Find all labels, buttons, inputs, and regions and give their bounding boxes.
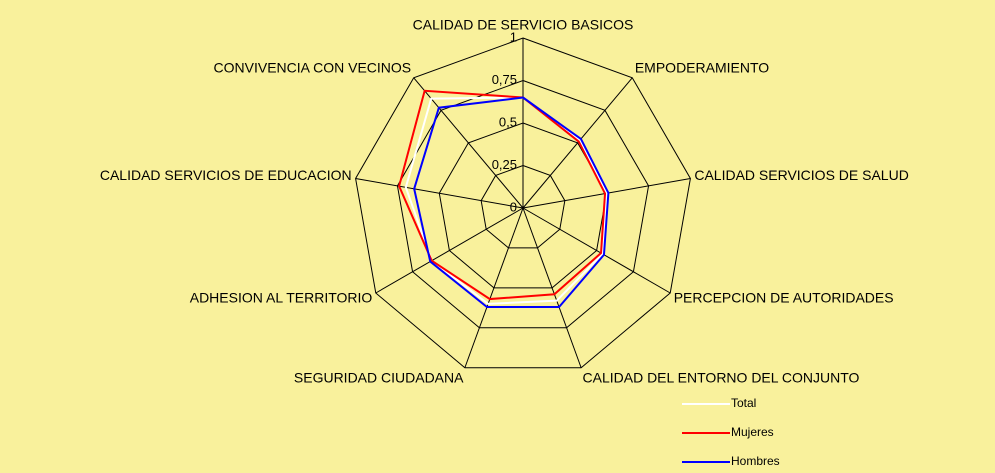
spoke [522,207,582,368]
y-tick-label: 1 [510,29,517,44]
category-label: CONVIVENCIA CON VECINOS [214,59,412,75]
y-tick-label: 0,5 [499,114,517,129]
spoke [522,77,633,209]
category-label: CALIDAD DE SERVICIO BASICOS [413,17,634,33]
category-label: ADHESION AL TERRITORIO [190,290,373,306]
grid-ring [396,79,650,329]
grid-ring [355,37,691,369]
series-line [398,89,607,301]
category-label: CALIDAD DEL ENTORNO DEL CONJUNTO [583,370,860,386]
category-label: CALIDAD SERVICIOS DE EDUCACION [100,167,352,183]
series-line [413,96,610,309]
spoke [375,207,524,294]
category-label: EMPODERAMIENTO [635,59,769,75]
spoke [355,177,524,209]
legend-label: Total [731,396,756,410]
category-label: SEGURIDAD CIUDADANA [294,370,464,386]
spoke [522,207,671,294]
y-tick-label: 0 [510,199,517,214]
category-label: PERCEPCION DE AUTORIDADES [674,290,894,306]
y-tick-label: 0,75 [492,72,517,87]
legend-label: Hombres [731,454,780,468]
legend-label: Mujeres [731,425,774,439]
category-label: CALIDAD SERVICIOS DE SALUD [694,167,908,183]
spoke [464,207,524,368]
grid-ring [480,164,566,249]
y-tick-label: 0,25 [492,157,517,172]
series-line [404,96,608,305]
